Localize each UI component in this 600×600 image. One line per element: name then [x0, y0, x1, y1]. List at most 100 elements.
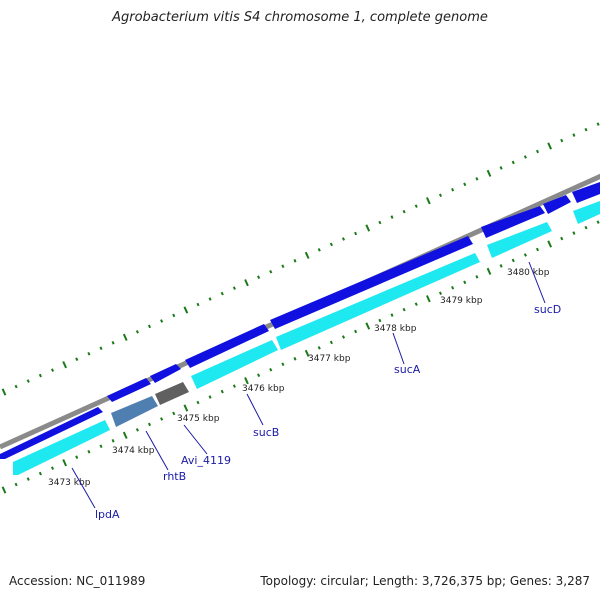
minor-tick [475, 177, 479, 181]
page-title: Agrobacterium vitis S4 chromosome 1, com… [112, 10, 488, 25]
gene-label-sucA[interactable]: sucA [394, 363, 421, 376]
minor-tick [378, 220, 382, 225]
major-tick [304, 349, 310, 357]
gene-label-sucB[interactable]: sucB [253, 426, 279, 439]
minor-tick [232, 286, 236, 290]
minor-tick [99, 444, 103, 449]
gene-label-lpdA[interactable]: lpdA [95, 508, 120, 521]
minor-tick [523, 253, 527, 257]
major-tick [244, 377, 249, 385]
major-tick [122, 333, 128, 341]
gene-forward-6[interactable] [481, 206, 545, 238]
minor-tick [584, 127, 588, 132]
gene-forward-8[interactable] [572, 182, 600, 203]
gene-label-rhtB[interactable]: rhtB [163, 470, 186, 483]
gene-rhtB[interactable] [111, 396, 158, 427]
minor-tick [293, 357, 297, 361]
minor-tick [560, 236, 564, 241]
minor-tick [111, 341, 115, 345]
gene-reverse-4[interactable] [487, 222, 552, 258]
minor-tick [451, 285, 455, 290]
gene-forward-1[interactable] [0, 407, 103, 459]
minor-tick [596, 122, 600, 126]
minor-tick [414, 302, 418, 306]
minor-tick [463, 280, 467, 285]
minor-tick [87, 351, 91, 356]
inner-tick-track [1, 220, 600, 494]
minor-tick [329, 242, 333, 247]
minor-tick [354, 231, 358, 236]
gene-forward-7[interactable] [543, 195, 571, 214]
gene-label-sucD[interactable]: sucD [534, 303, 561, 316]
minor-tick [196, 400, 200, 405]
minor-tick [317, 346, 321, 350]
major-tick [1, 486, 7, 494]
minor-tick [535, 247, 540, 252]
minor-tick [208, 395, 212, 399]
tick-label: 3475 kbp [177, 414, 220, 424]
minor-tick [111, 439, 115, 443]
minor-tick [172, 313, 176, 318]
minor-tick [281, 264, 285, 269]
minor-tick [499, 264, 503, 268]
major-tick [365, 224, 371, 232]
label-line-rhtB [145, 430, 169, 471]
minor-tick [414, 204, 418, 208]
gene-reverse-2[interactable] [191, 340, 278, 389]
minor-tick [75, 357, 79, 362]
minor-tick [390, 313, 394, 317]
minor-tick [220, 389, 224, 394]
minor-tick [26, 477, 30, 481]
minor-tick [26, 379, 30, 383]
gene-reverse-5[interactable] [573, 201, 600, 224]
gene-forward-4[interactable] [185, 324, 269, 368]
minor-tick [293, 259, 297, 263]
minor-tick [451, 187, 455, 192]
gene-label-avi-4119[interactable]: Avi_4119 [181, 454, 231, 467]
label-line-sucD [528, 261, 546, 304]
minor-tick [281, 362, 285, 367]
major-tick [122, 431, 128, 439]
gene-reverse-3[interactable] [276, 253, 480, 350]
minor-tick [87, 449, 91, 454]
minor-tick [341, 237, 346, 241]
minor-tick [50, 466, 55, 470]
gene-reverse-1[interactable] [13, 420, 110, 475]
gene-labels: lpdA rhtB Avi_4119 sucB sucA sucD [95, 303, 561, 521]
minor-tick [135, 330, 139, 334]
tick-label: 3480 kbp [507, 268, 550, 278]
tick-label: 3473 kbp [48, 478, 91, 488]
major-tick [425, 197, 431, 205]
major-tick [304, 251, 310, 259]
gene-forward-5[interactable] [270, 236, 473, 329]
minor-tick [354, 329, 358, 334]
gene-forward-3[interactable] [150, 364, 181, 383]
label-line-lpdA [71, 467, 96, 509]
major-tick [486, 169, 492, 177]
major-tick [1, 388, 7, 396]
minor-tick [511, 258, 515, 263]
major-tick [547, 240, 553, 248]
gene-forward-2[interactable] [107, 378, 151, 402]
accession-text: Accession: NC_011989 [9, 574, 146, 588]
minor-tick [463, 182, 467, 187]
minor-tick [402, 209, 406, 214]
minor-tick [523, 155, 527, 159]
minor-tick [147, 422, 152, 427]
tick-label: 3479 kbp [440, 296, 483, 306]
label-line-sucA [392, 332, 405, 365]
minor-tick [269, 269, 273, 274]
minor-tick [329, 340, 333, 345]
minor-tick [75, 455, 79, 460]
major-tick [183, 306, 189, 314]
minor-tick [196, 302, 200, 307]
minor-tick [317, 248, 321, 252]
major-tick [547, 142, 553, 150]
label-line-sucB [246, 393, 264, 426]
minor-tick [135, 428, 139, 432]
gene-avi-4119[interactable] [155, 382, 189, 405]
major-tick [62, 459, 68, 467]
minor-tick [438, 193, 443, 198]
major-tick [244, 279, 249, 287]
